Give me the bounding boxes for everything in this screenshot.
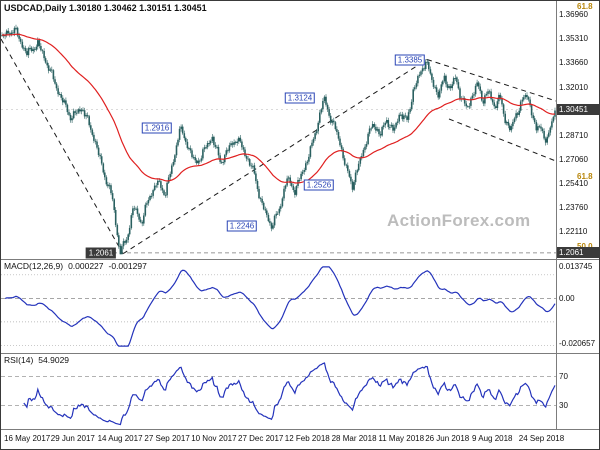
rsi-level-label: 70 xyxy=(559,372,568,382)
price-axis-label: 1.33660 xyxy=(559,58,588,68)
macd-value-main: 0.000227 xyxy=(68,261,104,271)
price-axis-label: 1.25410 xyxy=(559,178,588,188)
watermark: ActionForex.com xyxy=(387,211,531,230)
price-axis-label: 1.36960 xyxy=(559,10,588,20)
date-label: 28 Mar 2018 xyxy=(331,434,377,443)
date-label: 16 May 2017 xyxy=(4,434,51,443)
fib-level-label: 61.8 xyxy=(577,172,593,182)
macd-name: MACD(12,26,9) xyxy=(4,261,64,271)
price-axis-label: 1.23760 xyxy=(559,202,588,212)
fib-level-label: 61.8 xyxy=(577,2,593,12)
date-label: 12 Feb 2018 xyxy=(284,434,330,443)
rsi-indicator-label: RSI(14) 54.9029 xyxy=(4,355,74,365)
price-axis-label: 1.35310 xyxy=(559,34,588,44)
rsi-name: RSI(14) xyxy=(4,355,34,365)
axis-separator xyxy=(556,1,557,429)
low-price-tag: 1.2061 xyxy=(557,247,599,259)
chart-title: USDCAD,Daily 1.30180 1.30462 1.30151 1.3… xyxy=(4,3,207,13)
rsi-value: 54.9029 xyxy=(38,355,70,365)
date-label: 11 May 2018 xyxy=(378,434,425,443)
price-axis-label: 1.32010 xyxy=(559,82,588,92)
current-price-tag: 1.30451 xyxy=(557,104,599,116)
price-axis-label: 1.27060 xyxy=(559,154,588,164)
panel-separator[interactable] xyxy=(1,353,599,354)
date-label: 27 Sep 2017 xyxy=(144,434,190,443)
date-label: 26 Jun 2018 xyxy=(425,434,470,443)
date-label: 10 Nov 2017 xyxy=(191,434,237,443)
swing-price-label: 1.3124 xyxy=(284,92,316,104)
panel-separator[interactable] xyxy=(1,259,599,260)
macd-value-signal: -0.001297 xyxy=(108,261,147,271)
swing-price-label: 1.2246 xyxy=(226,220,258,232)
macd-axis-max: 0.013745 xyxy=(559,262,593,271)
macd-axis-min: -0.020657 xyxy=(559,339,596,348)
rsi-level-label: 30 xyxy=(559,400,568,410)
swing-price-label: 1.2526 xyxy=(303,179,335,191)
date-label: 27 Dec 2017 xyxy=(238,434,284,443)
date-label: 24 Sep 2018 xyxy=(518,434,565,443)
price-axis-label: 1.28710 xyxy=(559,130,588,140)
macd-indicator-label: MACD(12,26,9) 0.000227 -0.001297 xyxy=(4,261,152,271)
price-axis-label: 1.22110 xyxy=(559,226,588,236)
swing-price-label: 1.2916 xyxy=(141,122,173,134)
swing-price-label: 1.3385 xyxy=(394,54,426,66)
panel-separator xyxy=(1,429,599,430)
date-label: 29 Jun 2017 xyxy=(50,434,95,443)
price-axis[interactable]: 1.36960 1.35310 1.33660 1.32010 1.28710 1.270… xyxy=(557,1,599,429)
macd-axis-zero: 0.00 xyxy=(559,293,575,303)
fib-level-label: 50.0 xyxy=(577,242,593,251)
date-label: 14 Aug 2017 xyxy=(97,434,143,443)
swing-price-label: 1.2061 xyxy=(85,247,117,259)
date-axis[interactable]: 16 May 2017 29 Jun 2017 14 Aug 2017 27 Sep … xyxy=(1,429,599,449)
date-label: 9 Aug 2018 xyxy=(472,434,513,443)
